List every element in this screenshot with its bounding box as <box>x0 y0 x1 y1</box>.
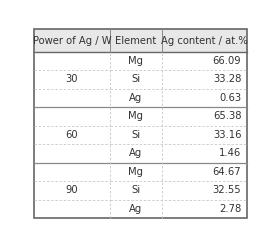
Text: 64.67: 64.67 <box>213 167 241 177</box>
Text: Ag: Ag <box>129 204 142 214</box>
Text: Mg: Mg <box>128 56 143 66</box>
Text: Si: Si <box>131 185 140 195</box>
Text: 65.38: 65.38 <box>213 111 241 121</box>
Text: 30: 30 <box>66 74 78 84</box>
Text: Ag: Ag <box>129 148 142 158</box>
Text: 0.63: 0.63 <box>219 93 241 103</box>
Text: Power of Ag / W: Power of Ag / W <box>33 36 111 46</box>
Text: 60: 60 <box>66 130 78 140</box>
Text: 33.16: 33.16 <box>213 130 241 140</box>
Text: 1.46: 1.46 <box>219 148 241 158</box>
Bar <box>34 29 247 52</box>
Text: 66.09: 66.09 <box>213 56 241 66</box>
Text: Ag content / at.%: Ag content / at.% <box>161 36 247 46</box>
Text: Si: Si <box>131 74 140 84</box>
Text: 32.55: 32.55 <box>213 185 241 195</box>
Text: 2.78: 2.78 <box>219 204 241 214</box>
Text: Ag: Ag <box>129 93 142 103</box>
Text: Si: Si <box>131 130 140 140</box>
Text: Mg: Mg <box>128 167 143 177</box>
Text: 33.28: 33.28 <box>213 74 241 84</box>
Text: Mg: Mg <box>128 111 143 121</box>
Text: 90: 90 <box>66 185 78 195</box>
Text: Element: Element <box>115 36 156 46</box>
